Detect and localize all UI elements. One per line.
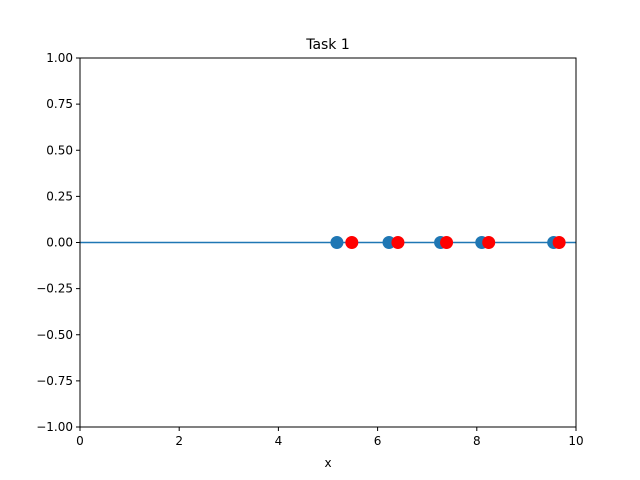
scatter-point-s1-3: [482, 236, 496, 249]
x-axis: 0 2 4 6 8 10: [76, 427, 584, 448]
scatter-point-s1-2: [440, 236, 454, 249]
plot-area: [80, 236, 576, 249]
x-axis-label: x: [324, 456, 331, 470]
y-tick-label: 0.25: [46, 189, 73, 203]
y-tick-label: 0.75: [46, 97, 73, 111]
scatter-point-s1-4: [552, 236, 566, 249]
y-tick-label: −0.50: [36, 328, 73, 342]
y-tick-label: 0.50: [46, 143, 73, 157]
y-tick-label: 1.00: [46, 51, 73, 65]
x-tick-label: 6: [374, 434, 382, 448]
y-tick-label: −1.00: [36, 420, 73, 434]
x-tick-label: 4: [275, 434, 283, 448]
scatter-point-s0-0: [330, 236, 344, 249]
y-tick-label: −0.75: [36, 374, 73, 388]
y-axis: 1.00 0.75 0.50 0.25 0.00 −0.25 −0.50 −0.75 −1.00: [36, 51, 80, 434]
scatter-point-s1-0: [345, 236, 359, 249]
chart-title: Task 1: [305, 37, 350, 53]
x-tick-label: 10: [568, 434, 583, 448]
x-tick-label: 8: [473, 434, 481, 448]
x-tick-label: 2: [175, 434, 183, 448]
y-tick-label: −0.25: [36, 282, 73, 296]
scatter-point-s1-1: [391, 236, 405, 249]
x-tick-label: 0: [76, 434, 84, 448]
scatter-point-s0-1: [382, 236, 396, 249]
y-tick-label: 0.00: [46, 236, 73, 250]
